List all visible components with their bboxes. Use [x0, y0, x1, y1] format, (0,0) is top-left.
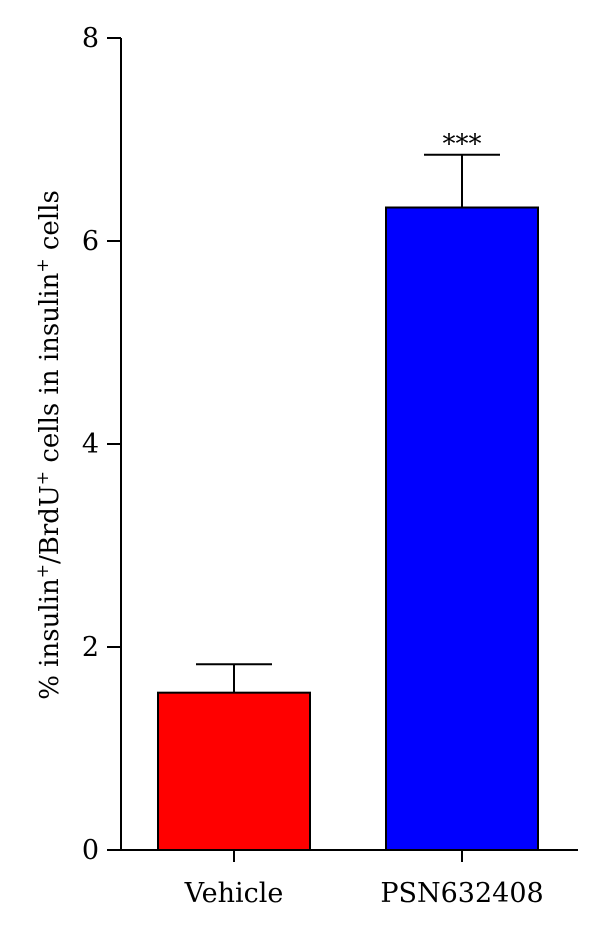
bar-psn632408 [385, 206, 539, 851]
ylabel-text: cells in insulin [35, 272, 65, 471]
ylabel-text: % insulin [35, 578, 65, 700]
x-tick-label: PSN632408 [380, 878, 543, 909]
y-axis: 0 2 4 6 8 [82, 23, 122, 866]
category-labels: Vehicle PSN632408 [184, 878, 544, 909]
y-tick-label: 0 [82, 835, 99, 866]
bar-vehicle [157, 691, 311, 851]
y-tick-label: 4 [82, 429, 99, 460]
bars [157, 206, 539, 851]
ylabel-superscript: + [33, 564, 53, 578]
significance-label: *** [443, 130, 482, 160]
x-tick-label: Vehicle [184, 878, 284, 909]
error-bars [196, 153, 500, 693]
significance-annotations: *** [443, 130, 482, 160]
y-axis-label: % insulin+/BrdU+ cells in insulin+ cells [33, 190, 65, 700]
y-tick-label: 8 [82, 23, 99, 54]
ylabel-text: /BrdU [35, 485, 65, 564]
ylabel-superscript: + [33, 471, 53, 485]
ylabel-superscript: + [33, 258, 53, 272]
x-axis [121, 849, 578, 862]
ylabel-text: cells [35, 190, 65, 258]
y-tick-label: 2 [82, 632, 99, 663]
y-tick-label: 6 [82, 226, 99, 257]
